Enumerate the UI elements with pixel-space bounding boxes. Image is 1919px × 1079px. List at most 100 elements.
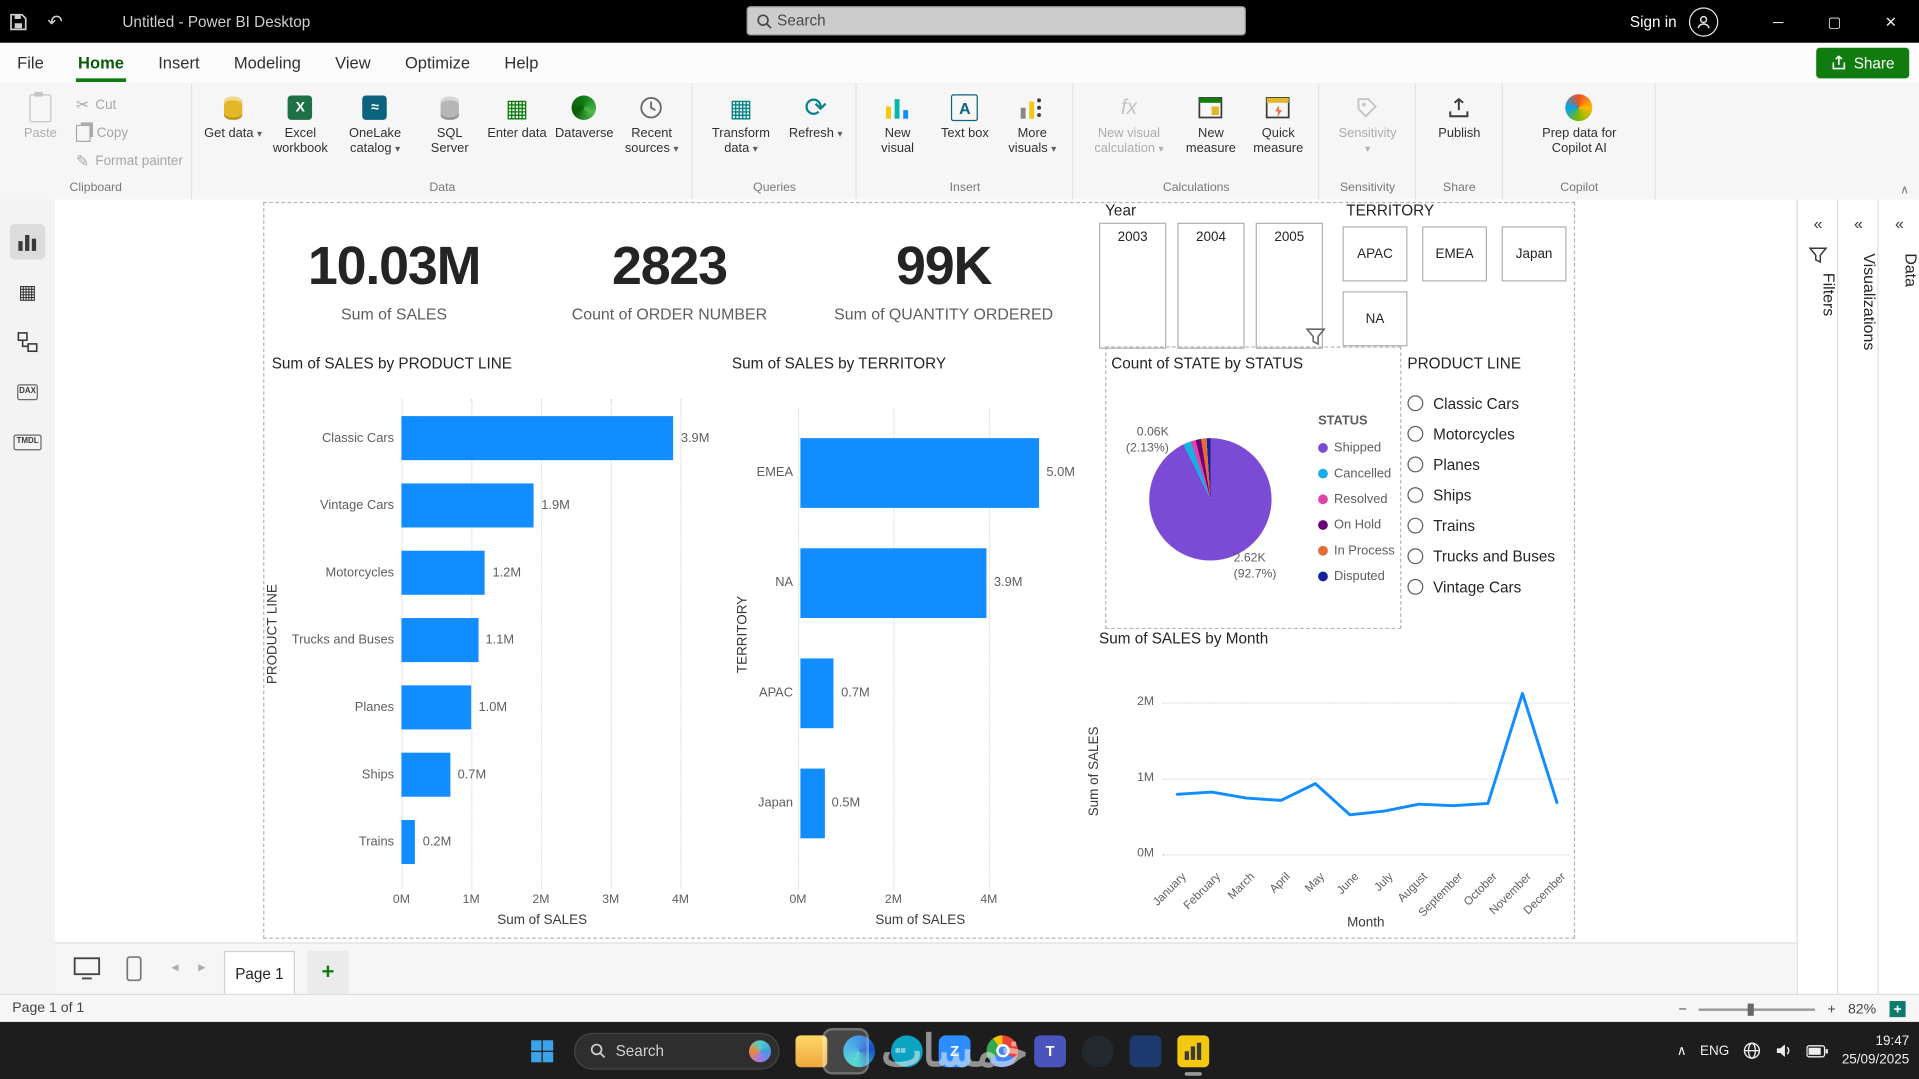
sql-server-button[interactable]: SQL Server [418, 88, 482, 159]
quick-measure-button[interactable]: Quick measure [1246, 88, 1310, 159]
kpi-card[interactable]: 10.03M Sum of SALES [272, 236, 517, 323]
tab-view[interactable]: View [335, 53, 371, 73]
bar-Planes[interactable] [401, 684, 472, 729]
filters-pane-collapsed[interactable]: « Filters [1796, 199, 1839, 994]
product-line-option[interactable]: Vintage Cars [1407, 572, 1555, 603]
close-button[interactable]: ✕ [1884, 12, 1898, 30]
kpi-card[interactable]: 99K Sum of QUANTITY ORDERED [821, 236, 1066, 323]
dataverse-button[interactable]: Dataverse [552, 88, 616, 144]
zoom-slider[interactable] [1699, 1002, 1816, 1016]
bar-Vintage Cars[interactable] [401, 482, 534, 527]
previous-page-icon[interactable]: ◂ [171, 958, 179, 976]
text-box-button[interactable]: A Text box [933, 88, 997, 144]
bar-Japan[interactable] [800, 767, 825, 838]
legend-item-In Process[interactable]: In Process [1318, 537, 1395, 563]
new-visual-calculation-button[interactable]: fx New visual calculation ▾ [1082, 88, 1175, 159]
legend-item-Resolved[interactable]: Resolved [1318, 486, 1395, 512]
volume-icon[interactable] [1775, 1041, 1793, 1059]
bar-Ships[interactable] [401, 752, 451, 797]
recent-sources-button[interactable]: Recent sources ▾ [620, 88, 684, 159]
product-line-option[interactable]: Trains [1407, 510, 1555, 541]
taskbar-app-power-bi[interactable] [1177, 1034, 1210, 1076]
slicer-filter-icon[interactable] [1305, 327, 1326, 347]
model-view-button[interactable] [10, 324, 45, 359]
territory-option-NA[interactable]: NA [1342, 291, 1408, 347]
get-data-button[interactable]: Get data ▾ [201, 88, 265, 144]
territory-option-Japan[interactable]: Japan [1501, 226, 1567, 282]
collapse-ribbon-icon[interactable]: ∧ [1900, 183, 1910, 198]
prep-data-copilot-button[interactable]: Prep data for Copilot AI [1525, 88, 1633, 159]
hidden-icons-chevron[interactable]: ∧ [1676, 1043, 1687, 1059]
line-chart-plot[interactable] [1162, 685, 1569, 856]
taskbar-app-edge[interactable] [843, 1034, 876, 1067]
undo-icon[interactable]: ↶ [47, 11, 63, 33]
legend-item-Disputed[interactable]: Disputed [1318, 563, 1395, 589]
visualizations-pane-label[interactable]: Visualizations [1860, 253, 1879, 351]
transform-data-button[interactable]: ▦ Transform data ▾ [702, 88, 780, 159]
zoom-slider-thumb[interactable] [1747, 1002, 1754, 1016]
bar-Motorcycles[interactable] [401, 550, 486, 595]
taskbar-app-visual-studio[interactable] [1129, 1034, 1162, 1067]
bar-Trains[interactable] [401, 819, 416, 864]
cut-button[interactable]: ✂ Cut [75, 95, 117, 114]
legend-item-Shipped[interactable]: Shipped [1318, 434, 1395, 460]
excel-workbook-button[interactable]: X Excel workbook [269, 88, 333, 159]
page-tab[interactable]: Page 1 [223, 950, 295, 995]
enter-data-button[interactable]: ▦ Enter data [485, 88, 549, 144]
search-camera-icon[interactable] [748, 1039, 772, 1062]
bar-Trucks and Buses[interactable] [401, 617, 479, 662]
tab-file[interactable]: File [17, 53, 44, 73]
dax-query-view-button[interactable]: DAX [10, 374, 45, 409]
sign-in-link[interactable]: Sign in [1629, 12, 1677, 30]
onelake-catalog-button[interactable]: ≈ OneLake catalog ▾ [336, 88, 414, 159]
product-line-option[interactable]: Classic Cars [1407, 388, 1555, 419]
next-page-icon[interactable]: ▸ [198, 958, 206, 976]
battery-icon[interactable] [1806, 1043, 1828, 1058]
refresh-button[interactable]: ⟳ Refresh ▾ [788, 91, 843, 141]
report-view-button[interactable] [9, 223, 46, 260]
legend-item-On Hold[interactable]: On Hold [1318, 512, 1395, 538]
tab-insert[interactable]: Insert [158, 53, 200, 73]
pie-chart-status[interactable] [1149, 438, 1272, 561]
language-indicator[interactable]: ENG [1700, 1043, 1730, 1059]
expand-filters-icon[interactable]: « [1813, 214, 1823, 233]
minimize-button[interactable]: ─ [1773, 12, 1784, 30]
zoom-in-icon[interactable]: + [1827, 1001, 1836, 1017]
visualizations-pane-collapsed[interactable]: « Visualizations [1836, 199, 1879, 994]
save-icon[interactable] [0, 0, 37, 43]
product-line-option[interactable]: Ships [1407, 480, 1555, 511]
mobile-layout-icon[interactable] [126, 956, 142, 982]
bar-NA[interactable] [800, 547, 987, 618]
start-button[interactable] [526, 1035, 558, 1067]
filters-pane-label[interactable]: Filters [1819, 272, 1839, 317]
expand-data-icon[interactable]: « [1894, 214, 1904, 233]
bar-Classic Cars[interactable] [401, 415, 674, 460]
table-view-button[interactable]: ▦ [10, 274, 45, 309]
titlebar-search-box[interactable]: Search [746, 6, 1246, 36]
tmdl-view-button[interactable]: TMDL [10, 425, 45, 460]
taskbar-search-box[interactable]: Search [573, 1032, 780, 1070]
maximize-button[interactable]: ▢ [1827, 12, 1842, 30]
paste-button[interactable]: Paste [9, 88, 73, 144]
product-line-option[interactable]: Motorcycles [1407, 419, 1555, 450]
tab-modeling[interactable]: Modeling [233, 53, 301, 73]
tab-home[interactable]: Home [61, 45, 141, 82]
copy-button[interactable]: Copy [75, 121, 183, 145]
product-line-option[interactable]: Trucks and Buses [1407, 541, 1555, 572]
taskbar-clock[interactable]: 19:47 25/09/2025 [1842, 1033, 1909, 1069]
sensitivity-button[interactable]: Sensitivity ▾ [1336, 88, 1400, 159]
taskbar-app-chrome[interactable] [986, 1034, 1019, 1067]
account-avatar-icon[interactable] [1688, 6, 1719, 37]
data-pane-label[interactable]: Data [1901, 253, 1919, 287]
bar-APAC[interactable] [800, 657, 834, 728]
tab-help[interactable]: Help [504, 53, 539, 73]
territory-option-APAC[interactable]: APAC [1342, 226, 1408, 282]
share-button[interactable]: Share [1815, 47, 1910, 79]
taskbar-app-github-desktop[interactable] [1081, 1034, 1114, 1067]
fit-to-page-icon[interactable] [1888, 1000, 1906, 1018]
bar-EMEA[interactable] [800, 437, 1040, 508]
desktop-layout-icon[interactable] [72, 956, 101, 980]
data-pane-collapsed[interactable]: « Data [1877, 199, 1919, 994]
year-option-2004[interactable]: 2004 [1177, 222, 1245, 349]
add-page-button[interactable]: + [307, 950, 349, 994]
